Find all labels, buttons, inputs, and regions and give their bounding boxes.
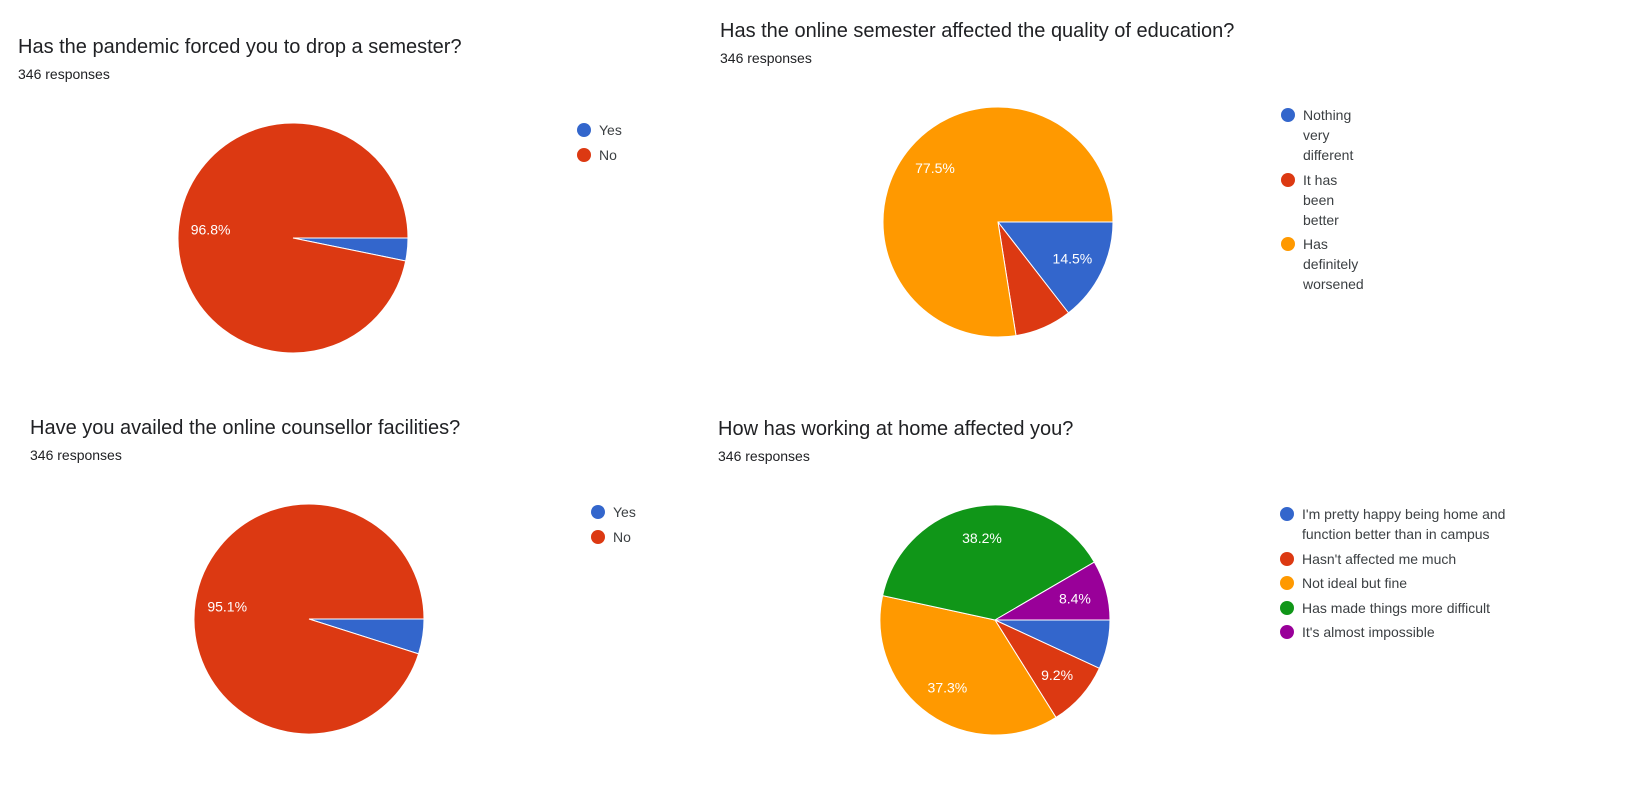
legend-item-no[interactable]: No (577, 145, 622, 165)
pie-chart-working-home[interactable]: 9.2% 37.3% 38.2% 8.4% (850, 485, 1146, 761)
legend-item-it-s-almost-impossible[interactable]: It's almost impossible (1280, 622, 1552, 642)
pie-chart-counsellor[interactable]: 95.1% (160, 480, 456, 756)
question-title: How has working at home affected you? (718, 418, 1074, 440)
legend-item-it-has-been-better[interactable]: It has been better (1281, 170, 1364, 230)
question-title: Has the pandemic forced you to drop a se… (18, 36, 462, 58)
pie-data-label: 96.8% (191, 222, 231, 238)
pie-slice-nothing-very-different[interactable] (996, 221, 1114, 314)
legend-label: Has made things more difficult (1302, 599, 1491, 616)
legend-education-quality: Nothing very different It has been better… (1281, 105, 1364, 299)
pie-data-label: 77.5% (915, 160, 955, 176)
response-count: 346 responses (720, 50, 812, 66)
legend-swatch (577, 147, 591, 162)
response-count: 346 responses (18, 66, 110, 82)
legend-label: It has been better (1303, 171, 1339, 228)
legend-item-has-made-things-more-difficult[interactable]: Has made things more difficult (1280, 598, 1552, 618)
legend-swatch (1281, 108, 1295, 122)
legend-item-hasn-t-affected-me-much[interactable]: Hasn't affected me much (1280, 549, 1552, 569)
legend-item-nothing-very-different[interactable]: Nothing very different (1281, 105, 1364, 165)
legend-swatch (577, 123, 591, 137)
legend-label: I'm pretty happy being home and function… (1302, 506, 1506, 542)
response-count: 346 responses (30, 447, 122, 463)
pie-data-label: 9.2% (1041, 667, 1073, 683)
pie-slice-has-definitely-worsened[interactable] (882, 106, 1114, 338)
pie-slice-not-ideal-but-fine[interactable] (879, 595, 1057, 736)
legend-item-yes[interactable]: Yes (577, 120, 622, 140)
legend-label: Nothing very different (1303, 107, 1354, 163)
legend-item-not-ideal-but-fine[interactable]: Not ideal but fine (1280, 573, 1552, 593)
pie-data-label: 38.2% (962, 530, 1002, 546)
legend-label: It's almost impossible (1302, 624, 1435, 640)
legend-label: Hasn't affected me much (1302, 550, 1457, 567)
pie-slice-no[interactable] (193, 503, 425, 735)
legend-swatch (1281, 172, 1295, 187)
question-title: Has the online semester affected the qua… (720, 20, 1235, 42)
legend-swatch (591, 529, 605, 544)
legend-swatch (1281, 237, 1295, 251)
pie-slice-has-made-things-more-difficult[interactable] (882, 504, 1096, 621)
legend-label: Yes (613, 504, 636, 520)
legend-swatch (1280, 625, 1294, 639)
pie-data-label: 8.4% (1059, 590, 1091, 606)
legend-swatch (1280, 576, 1294, 590)
legend-item-no[interactable]: No (591, 527, 636, 547)
legend-swatch (1280, 551, 1294, 566)
legend-label: No (613, 528, 631, 545)
legend-label: Not ideal but fine (1302, 575, 1408, 591)
legend-swatch (591, 505, 605, 519)
legend-counsellor: Yes No (591, 502, 636, 551)
legend-working-home: I'm pretty happy being home and function… (1280, 504, 1552, 647)
pie-slice-no[interactable] (177, 122, 409, 354)
legend-item-yes[interactable]: Yes (591, 502, 636, 522)
legend-item-has-definitely-worsened[interactable]: Has definitely worsened (1281, 234, 1364, 294)
pie-chart-education-quality[interactable]: 14.5% 77.5% (850, 88, 1146, 358)
pie-data-label: 95.1% (207, 598, 247, 614)
pie-data-label: 14.5% (1053, 250, 1093, 266)
question-title: Have you availed the online counsellor f… (30, 417, 461, 439)
response-count: 346 responses (718, 448, 810, 464)
legend-label: Yes (599, 122, 622, 138)
legend-label: Has definitely worsened (1303, 236, 1364, 292)
legend-swatch (1280, 507, 1294, 521)
pie-slice-it-s-almost-impossible[interactable] (993, 561, 1111, 621)
legend-label: No (599, 146, 617, 163)
legend-swatch (1280, 600, 1294, 615)
pie-chart-drop-semester[interactable]: 96.8% (150, 100, 450, 376)
legend-drop-semester: Yes No (577, 120, 622, 169)
legend-item-i-m-pretty-happy-being-home-and-function-better-than-in-campus[interactable]: I'm pretty happy being home and function… (1280, 504, 1552, 544)
pie-data-label: 37.3% (928, 680, 968, 696)
